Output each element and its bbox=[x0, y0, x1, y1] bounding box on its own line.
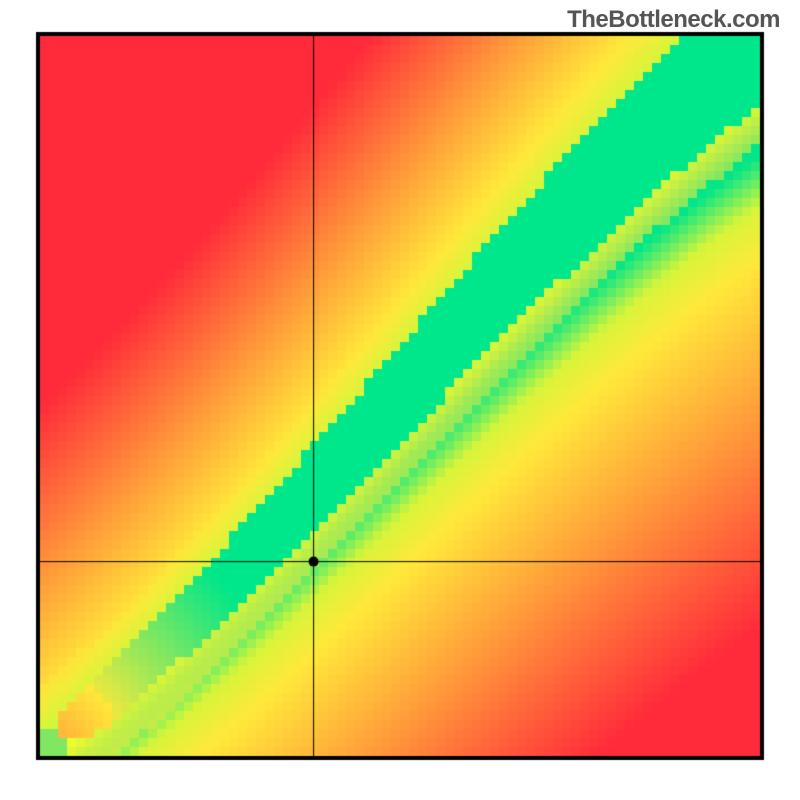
chart-container: TheBottleneck.com bbox=[0, 0, 800, 800]
watermark-text: TheBottleneck.com bbox=[567, 6, 780, 34]
bottleneck-heatmap bbox=[0, 0, 800, 800]
